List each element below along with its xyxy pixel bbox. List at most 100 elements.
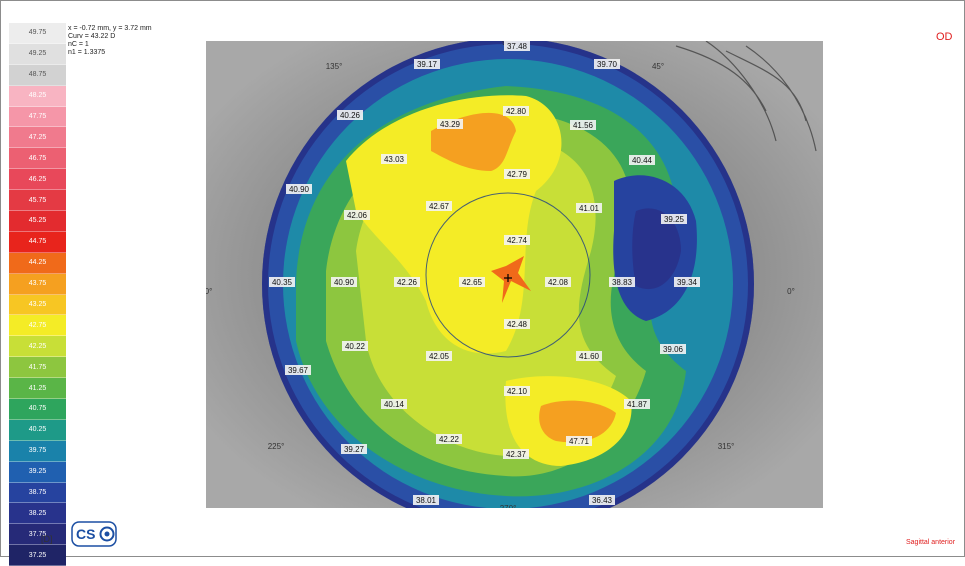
scale-step: 45.75: [9, 190, 66, 212]
svg-text:CS: CS: [76, 526, 95, 542]
value-label: 42.10: [504, 386, 530, 396]
center-marker[interactable]: [504, 274, 512, 282]
value-label: 39.34: [674, 277, 700, 287]
scale-step: 44.25: [9, 252, 66, 274]
svg-text:42.74: 42.74: [507, 236, 528, 245]
value-label: 47.71: [566, 436, 592, 446]
value-label: 42.37: [503, 449, 529, 459]
degree-label: 315°: [718, 442, 735, 451]
value-label: 42.80: [503, 106, 529, 116]
cso-logo: CS: [71, 521, 117, 547]
color-scale: 49.75 49.25 48.75 48.25 47.75 47.25 46.75 46.25…: [9, 23, 66, 566]
value-label: 42.08: [545, 277, 571, 287]
svg-text:42.48: 42.48: [507, 320, 528, 329]
scale-step: 48.25: [9, 85, 66, 107]
value-label: 42.65: [459, 277, 485, 287]
map-mode-label: Sagittal anterior: [906, 539, 956, 546]
value-label: 39.27: [341, 444, 367, 454]
svg-text:40.90: 40.90: [289, 185, 310, 194]
scale-step: 45.25: [9, 211, 66, 232]
value-label: 37.48: [504, 41, 530, 51]
scale-step: 43.25: [9, 294, 66, 316]
svg-text:42.06: 42.06: [347, 211, 368, 220]
svg-text:39.67: 39.67: [288, 366, 309, 375]
value-label: 43.03: [381, 154, 407, 164]
scale-step: 38.75: [9, 482, 66, 504]
svg-text:42.08: 42.08: [548, 278, 569, 287]
scale-step: 40.75: [9, 399, 66, 420]
curvature-value-labels: 37.48 39.17 39.70 40.26 43.29 42.80 41.56 43.03…: [269, 41, 700, 505]
svg-text:42.80: 42.80: [506, 107, 527, 116]
value-label: 42.22: [436, 434, 462, 444]
scale-step: 46.75: [9, 148, 66, 170]
scale-step: 42.75: [9, 315, 66, 337]
degree-label: 45°: [652, 62, 664, 71]
value-label: 40.26: [337, 110, 363, 120]
info-nc: nC = 1: [68, 41, 89, 48]
scale-step: 38.25: [9, 503, 66, 525]
svg-text:40.26: 40.26: [340, 111, 361, 120]
svg-text:38.01: 38.01: [416, 496, 437, 505]
info-position: x = -0.72 mm, y = 3.72 mm: [68, 25, 152, 32]
svg-text:40.14: 40.14: [384, 400, 405, 409]
value-label: 40.90: [331, 277, 357, 287]
scale-step: 40.25: [9, 419, 66, 441]
scale-step: 43.75: [9, 273, 66, 295]
value-label: 42.74: [504, 235, 530, 245]
scale-step: 42.25: [9, 336, 66, 358]
value-label: 42.79: [504, 169, 530, 179]
info-n1: n1 = 1.3375: [68, 49, 106, 56]
value-label: 43.29: [437, 119, 463, 129]
value-label: 42.26: [394, 277, 420, 287]
scale-step: 37.75: [9, 524, 66, 546]
scale-step: 39.25: [9, 461, 66, 483]
svg-text:39.34: 39.34: [677, 278, 698, 287]
svg-text:42.67: 42.67: [429, 202, 450, 211]
svg-text:41.01: 41.01: [579, 204, 600, 213]
svg-text:47.71: 47.71: [569, 437, 590, 446]
svg-text:39.06: 39.06: [663, 345, 684, 354]
scale-step: 46.25: [9, 169, 66, 191]
degree-label: 135°: [326, 62, 343, 71]
value-label: 39.25: [661, 214, 687, 224]
svg-text:41.87: 41.87: [627, 400, 648, 409]
value-label: 40.22: [342, 341, 368, 351]
degree-label: 0°: [787, 287, 795, 296]
svg-text:39.27: 39.27: [344, 445, 365, 454]
degree-label: 225°: [268, 442, 285, 451]
scale-step: 37.25: [9, 545, 66, 566]
value-label: 42.05: [426, 351, 452, 361]
svg-text:37.48: 37.48: [507, 42, 528, 51]
svg-text:38.83: 38.83: [612, 278, 633, 287]
svg-text:40.35: 40.35: [272, 278, 293, 287]
svg-text:41.56: 41.56: [573, 121, 594, 130]
svg-text:36.43: 36.43: [592, 496, 613, 505]
scale-unit: [D]: [41, 534, 53, 544]
value-label: 41.60: [576, 351, 602, 361]
svg-text:39.25: 39.25: [664, 215, 685, 224]
value-label: 40.35: [269, 277, 295, 287]
svg-text:39.70: 39.70: [597, 60, 618, 69]
svg-text:42.22: 42.22: [439, 435, 460, 444]
scale-step: 39.75: [9, 440, 66, 462]
svg-text:40.90: 40.90: [334, 278, 355, 287]
pupil-circle: [425, 192, 591, 358]
svg-text:42.79: 42.79: [507, 170, 528, 179]
value-label: 38.01: [413, 495, 439, 505]
eyelashes: [675, 41, 817, 152]
svg-text:42.26: 42.26: [397, 278, 418, 287]
svg-text:42.05: 42.05: [429, 352, 450, 361]
value-label: 39.70: [594, 59, 620, 69]
svg-text:40.22: 40.22: [345, 342, 366, 351]
svg-text:43.29: 43.29: [440, 120, 461, 129]
value-label: 40.44: [629, 155, 655, 165]
scale-step: 41.75: [9, 357, 66, 379]
value-label: 42.48: [504, 319, 530, 329]
value-label: 41.01: [576, 203, 602, 213]
value-label: 36.43: [589, 495, 615, 505]
cursor-info: x = -0.72 mm, y = 3.72 mm Curv = 43.22 D…: [68, 25, 152, 57]
svg-text:42.10: 42.10: [507, 387, 528, 396]
value-label: 39.17: [414, 59, 440, 69]
corneal-map[interactable]: 90°270°45°135°0°180°315°225° 37.4839.173…: [206, 41, 823, 508]
